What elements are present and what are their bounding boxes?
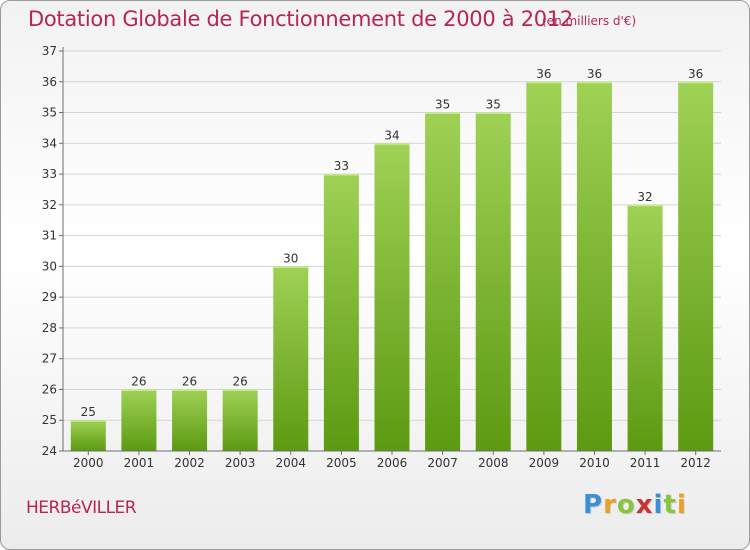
value-label: 32 — [637, 190, 652, 204]
y-tick-label: 30 — [42, 259, 57, 273]
x-tick-label: 2000 — [73, 456, 104, 470]
y-tick-label: 25 — [42, 413, 57, 427]
value-label: 30 — [283, 251, 298, 265]
value-label: 26 — [182, 374, 197, 388]
bar-2003 — [222, 389, 258, 451]
x-tick-label: 2002 — [174, 456, 205, 470]
x-tick-label: 2010 — [579, 456, 610, 470]
value-label: 25 — [81, 405, 96, 419]
bars — [70, 81, 714, 452]
x-tick-label: 2008 — [478, 456, 509, 470]
bar-highlight — [172, 389, 208, 391]
x-tick-label: 2004 — [275, 456, 306, 470]
chart-subtitle: (en milliers d'€) — [542, 14, 637, 28]
labels: 24 25 26 27 28 29 30 31 32 33 34 35 36 37 25 2000 26 2001… — [42, 44, 711, 470]
logo-letter: i — [676, 490, 687, 520]
bar-2012 — [678, 81, 714, 452]
logo-letter: x — [635, 490, 654, 520]
axes — [59, 47, 721, 455]
logo-letter: o — [616, 490, 636, 520]
bar-highlight — [576, 81, 612, 84]
bar-2008 — [475, 112, 511, 452]
value-label: 35 — [435, 98, 450, 112]
commune-name: HERBéVILLER — [26, 498, 137, 518]
bar-2001 — [121, 389, 157, 451]
x-tick-label: 2009 — [529, 456, 560, 470]
logo-letter: r — [603, 490, 617, 520]
y-tick-label: 34 — [42, 136, 57, 150]
chart-title: Dotation Globale de Fonctionnement de 20… — [28, 7, 573, 31]
x-tick-label: 2003 — [225, 456, 256, 470]
value-label: 26 — [233, 374, 248, 388]
bar-highlight — [121, 389, 157, 391]
value-label: 34 — [384, 128, 399, 142]
y-tick-label: 24 — [42, 444, 57, 458]
y-tick-label: 36 — [42, 75, 57, 89]
bar-highlight — [627, 204, 663, 207]
bar-highlight — [475, 112, 511, 115]
bar-2006 — [374, 143, 410, 452]
y-tick-label: 33 — [42, 167, 57, 181]
x-tick-label: 2006 — [377, 456, 408, 470]
bar-highlight — [222, 389, 258, 391]
bar-highlight — [526, 81, 562, 84]
value-label: 36 — [536, 67, 551, 81]
y-tick-label: 28 — [42, 321, 57, 335]
bar-2009 — [526, 81, 562, 452]
x-tick-label: 2011 — [630, 456, 661, 470]
y-tick-label: 29 — [42, 290, 57, 304]
bar-highlight — [70, 420, 106, 422]
bar-2011 — [627, 204, 663, 451]
bar-2007 — [425, 112, 461, 452]
y-tick-label: 35 — [42, 106, 57, 120]
bar-2010 — [576, 81, 612, 452]
y-tick-label: 37 — [42, 44, 57, 58]
y-tick-label: 32 — [42, 198, 57, 212]
x-tick-label: 2001 — [124, 456, 155, 470]
logo-letter: t — [663, 490, 677, 520]
value-label: 36 — [587, 67, 602, 81]
proxiti-logo: Proxiti — [583, 490, 687, 520]
value-label: 26 — [131, 374, 146, 388]
bar-highlight — [678, 81, 714, 84]
x-tick-label: 2012 — [680, 456, 711, 470]
value-label: 33 — [334, 159, 349, 173]
bar-highlight — [273, 266, 309, 268]
y-tick-label: 31 — [42, 229, 57, 243]
x-tick-label: 2007 — [427, 456, 458, 470]
bar-2002 — [172, 389, 208, 451]
bar-2000 — [70, 420, 106, 451]
bar-2005 — [323, 174, 359, 452]
bar-highlight — [374, 143, 410, 145]
bar-highlight — [323, 174, 359, 176]
bar-highlight — [425, 112, 461, 115]
logo-letter: i — [653, 490, 664, 520]
x-tick-label: 2005 — [326, 456, 357, 470]
value-label: 35 — [486, 98, 501, 112]
y-tick-label: 26 — [42, 382, 57, 396]
bar-2004 — [273, 266, 309, 451]
y-tick-label: 27 — [42, 352, 57, 366]
value-label: 36 — [688, 67, 703, 81]
logo-letter: P — [583, 490, 604, 520]
